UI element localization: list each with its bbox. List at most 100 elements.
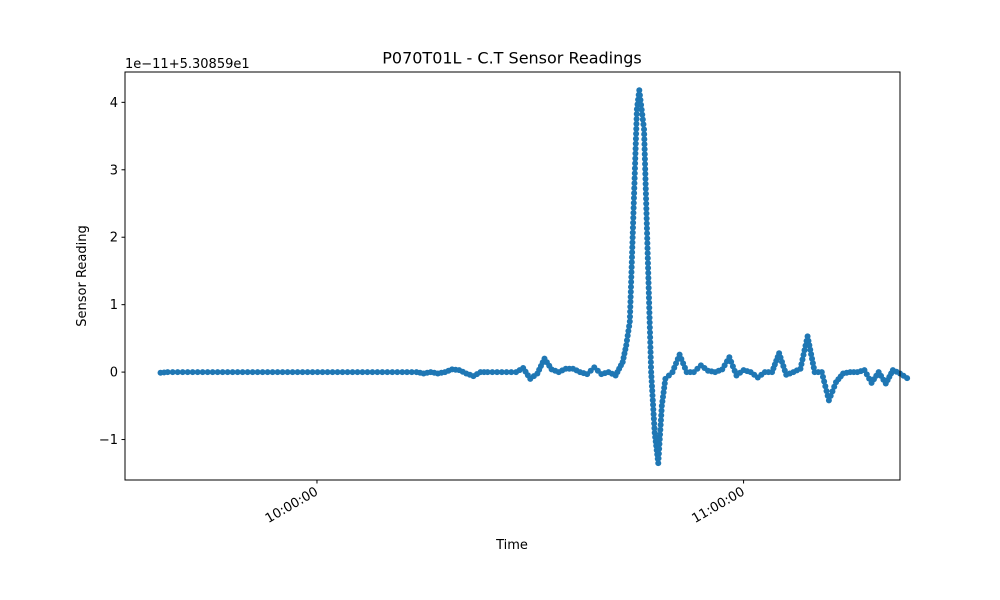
- data-point: [643, 225, 650, 232]
- data-point: [359, 369, 366, 376]
- series-markers: [157, 87, 911, 467]
- data-point: [631, 185, 638, 192]
- data-point: [638, 106, 645, 113]
- data-point: [194, 369, 201, 376]
- data-point: [650, 411, 657, 418]
- data-point: [214, 369, 221, 376]
- data-point: [649, 387, 656, 394]
- data-point: [801, 347, 808, 354]
- data-point: [204, 369, 211, 376]
- data-point: [628, 274, 635, 281]
- data-point: [657, 426, 664, 433]
- data-point: [627, 283, 634, 290]
- data-point: [656, 436, 663, 443]
- data-point: [644, 235, 651, 242]
- x-axis-label: Time: [495, 538, 528, 553]
- data-point: [630, 199, 637, 206]
- data-point: [309, 369, 316, 376]
- data-point: [379, 369, 386, 376]
- data-point: [632, 135, 639, 142]
- data-point: [628, 269, 635, 276]
- data-point: [821, 378, 828, 385]
- data-point: [632, 160, 639, 167]
- data-point: [647, 334, 654, 341]
- data-point: [648, 378, 655, 385]
- data-point: [632, 150, 639, 157]
- data-point: [655, 460, 662, 467]
- data-point: [339, 369, 346, 376]
- data-point: [274, 369, 281, 376]
- data-point: [818, 369, 825, 376]
- data-point: [628, 279, 635, 285]
- data-point: [179, 369, 186, 376]
- data-point: [651, 420, 658, 427]
- data-point: [384, 369, 391, 376]
- data-point: [642, 170, 649, 177]
- data-point: [629, 249, 636, 256]
- data-point: [639, 116, 646, 123]
- data-point: [808, 351, 815, 358]
- data-point: [633, 111, 640, 118]
- data-point: [647, 344, 654, 351]
- data-point: [627, 298, 634, 305]
- data-point: [631, 165, 638, 172]
- data-point: [623, 342, 630, 349]
- data-point: [259, 369, 266, 376]
- data-point: [626, 323, 633, 330]
- y-tick-label: −1: [99, 433, 118, 448]
- data-point: [659, 398, 666, 405]
- data-point: [394, 369, 401, 376]
- data-point: [508, 369, 515, 376]
- data-point: [631, 180, 638, 187]
- data-point: [649, 392, 656, 399]
- data-point: [628, 264, 635, 271]
- data-point: [637, 96, 644, 103]
- data-point: [174, 369, 181, 376]
- data-point: [626, 313, 633, 320]
- data-point: [646, 304, 653, 311]
- data-point: [633, 106, 640, 113]
- data-point: [646, 314, 653, 321]
- data-point: [645, 284, 652, 291]
- data-point: [219, 369, 226, 376]
- data-point: [329, 369, 336, 376]
- data-point: [646, 319, 653, 326]
- data-point: [650, 401, 657, 408]
- data-point: [628, 254, 635, 261]
- data-point: [647, 359, 654, 366]
- data-point: [169, 369, 176, 376]
- data-point: [728, 358, 735, 365]
- data-point: [645, 294, 652, 301]
- data-point: [279, 369, 286, 376]
- data-point: [657, 417, 664, 424]
- data-point: [354, 369, 361, 376]
- data-point: [804, 333, 811, 340]
- y-offset-text: 1e−11+5.30859e1: [125, 57, 250, 72]
- data-point: [660, 393, 666, 400]
- data-point: [334, 369, 341, 376]
- data-point: [289, 369, 296, 376]
- data-point: [810, 364, 817, 371]
- y-tick-label: 1: [110, 298, 118, 313]
- data-point: [642, 161, 649, 167]
- data-point: [798, 361, 805, 368]
- data-point: [648, 364, 654, 371]
- chart-title: P070T01L - C.T Sensor Readings: [382, 49, 642, 68]
- data-point: [627, 303, 634, 310]
- data-point: [640, 121, 647, 128]
- data-point: [648, 369, 655, 376]
- data-point: [224, 369, 231, 376]
- y-tick-label: 2: [110, 231, 118, 246]
- data-point: [630, 219, 637, 226]
- data-point: [632, 145, 639, 152]
- data-point: [661, 380, 668, 387]
- data-point: [655, 455, 662, 462]
- data-point: [647, 349, 654, 356]
- data-point: [658, 402, 665, 409]
- data-point: [660, 389, 667, 396]
- data-point: [636, 92, 643, 99]
- data-point: [374, 369, 381, 376]
- data-point: [805, 337, 812, 344]
